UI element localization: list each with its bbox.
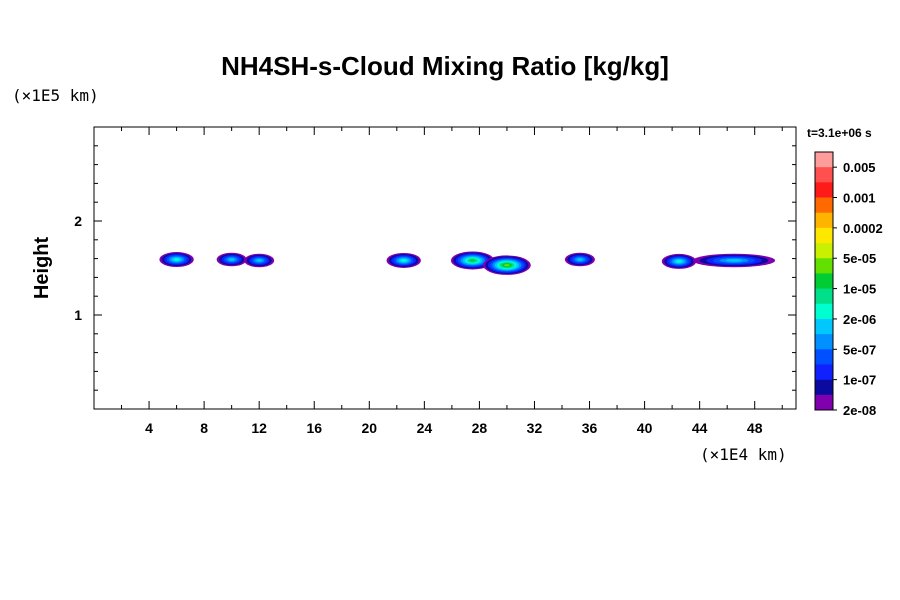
colorbar-swatch xyxy=(815,152,833,168)
time-label: t=3.1e+06 s xyxy=(807,126,872,140)
x-tick-label: 36 xyxy=(582,420,598,436)
colorbar-swatch xyxy=(815,258,833,274)
colorbar-swatch xyxy=(815,379,833,396)
colorbar-swatch xyxy=(815,334,833,350)
cloud-contour xyxy=(228,258,235,261)
y-axis-ticks: 12 xyxy=(74,145,796,391)
colorbar-swatch xyxy=(815,197,833,214)
colorbar-swatch xyxy=(815,273,833,289)
cloud-cell xyxy=(386,252,421,268)
cloud-contour xyxy=(173,258,180,261)
x-tick-label: 32 xyxy=(527,420,543,436)
colorbar-label: 2e-06 xyxy=(843,312,876,327)
chart-title: NH4SH-s-Cloud Mixing Ratio [kg/kg] xyxy=(221,51,669,81)
colorbar-swatch xyxy=(815,167,833,183)
cloud-contour xyxy=(576,258,583,261)
cloud-cell xyxy=(693,253,776,268)
cloud-contour xyxy=(256,259,263,262)
x-axis-ticks: 4 8 12 16 20 24 28 32 36 40 44 48 xyxy=(121,127,783,436)
colorbar-swatch xyxy=(815,212,833,229)
colorbar-swatch xyxy=(815,364,833,380)
x-tick-label: 20 xyxy=(362,420,378,436)
x-tick-label: 44 xyxy=(692,420,708,436)
y-axis-label: Height xyxy=(31,237,53,300)
x-tick-label: 8 xyxy=(200,420,208,436)
colorbar: 0.005 0.001 0.0002 5e-05 1e-05 2e-06 5e-07 1e-0… xyxy=(814,151,883,418)
x-tick-label: 48 xyxy=(747,420,763,436)
cloud-contour xyxy=(726,259,742,262)
colorbar-swatch xyxy=(815,288,833,305)
colorbar-label: 0.0002 xyxy=(843,221,883,236)
x-tick-label: 4 xyxy=(145,420,153,436)
colorbar-label: 2e-08 xyxy=(843,403,876,418)
cloud-cell xyxy=(661,253,697,269)
colorbar-swatch xyxy=(815,303,833,320)
colorbar-label: 1e-05 xyxy=(843,282,876,297)
colorbar-swatch xyxy=(815,349,833,365)
colorbar-label: 5e-07 xyxy=(843,342,876,357)
colorbar-swatch xyxy=(815,394,833,411)
colorbar-label: 0.005 xyxy=(843,160,876,175)
cloud-cell xyxy=(216,252,247,267)
cloud-contour xyxy=(676,260,682,263)
cloud-layer xyxy=(159,251,776,275)
colorbar-label: 1e-07 xyxy=(843,373,876,388)
colorbar-swatch xyxy=(815,182,833,198)
cloud-contour xyxy=(504,264,510,267)
y-tick-label: 2 xyxy=(74,213,82,229)
colorbar-swatch xyxy=(815,227,833,244)
cloud-cell xyxy=(564,252,595,267)
colorbar-swatch xyxy=(815,243,833,259)
cloud-contour xyxy=(469,259,476,262)
y-tick-label: 1 xyxy=(74,307,82,323)
x-tick-label: 24 xyxy=(417,420,433,436)
plot-frame xyxy=(93,126,797,410)
x-tick-label: 12 xyxy=(251,420,267,436)
cloud-contour xyxy=(400,259,407,262)
colorbar-swatch xyxy=(815,318,833,335)
y-multiplier-label: (×1E5 km) xyxy=(12,86,99,105)
x-tick-label: 16 xyxy=(306,420,322,436)
x-tick-label: 28 xyxy=(472,420,488,436)
colorbar-frame xyxy=(814,151,834,411)
colorbar-label: 5e-05 xyxy=(843,251,876,266)
colorbar-label: 0.001 xyxy=(843,191,876,206)
x-multiplier-label: (×1E4 km) xyxy=(700,445,787,464)
x-tick-label: 40 xyxy=(637,420,653,436)
cloud-cell xyxy=(483,255,531,275)
cloud-cell xyxy=(159,252,194,268)
cloud-cell xyxy=(244,253,275,268)
